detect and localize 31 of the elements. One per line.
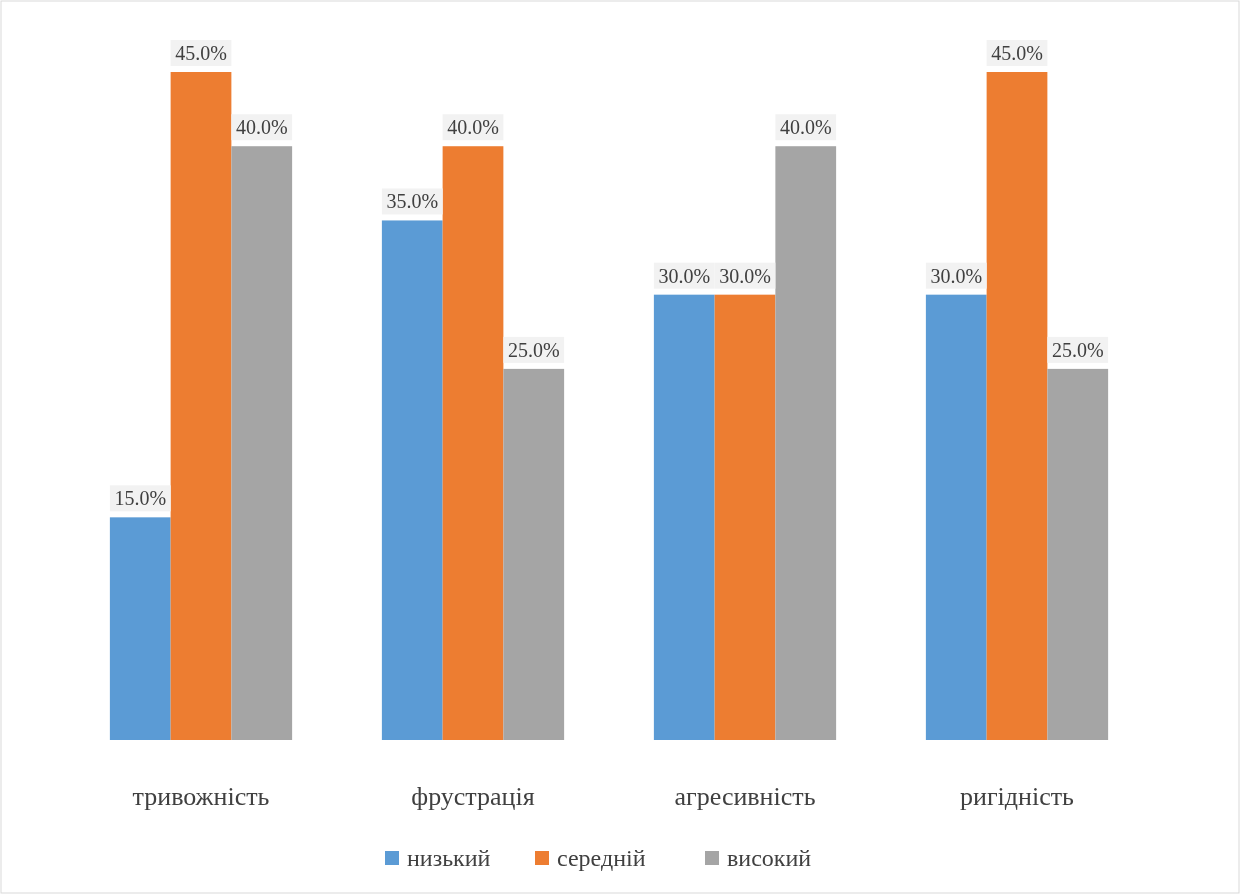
bar (1047, 368, 1109, 740)
data-label: 30.0% (658, 264, 711, 287)
data-label: 25.0% (1051, 338, 1104, 361)
bar (925, 294, 987, 740)
legend-label: середній (557, 845, 646, 871)
data-label: 30.0% (930, 264, 983, 287)
x-tick-label: тривожність (132, 782, 270, 811)
bar (653, 294, 715, 740)
x-tick-label: агресивність (674, 782, 816, 811)
x-tick-label: ригідність (960, 782, 1075, 811)
bar (170, 72, 232, 740)
bar (381, 220, 443, 740)
bar (442, 146, 504, 740)
data-label: 35.0% (386, 190, 439, 213)
legend-label: високий (727, 845, 812, 871)
bar (503, 368, 565, 740)
legend-label: низький (407, 845, 491, 871)
x-tick-label: фрустрація (411, 782, 535, 811)
bar (109, 517, 171, 740)
data-label: 30.0% (719, 264, 771, 287)
bar (986, 72, 1048, 740)
bar (775, 146, 837, 740)
data-label: 40.0% (779, 116, 832, 139)
data-label: 45.0% (175, 42, 227, 64)
data-label: 25.0% (507, 338, 560, 361)
data-label: 40.0% (235, 116, 288, 139)
data-label: 15.0% (114, 487, 167, 510)
bar (714, 294, 776, 740)
bar (231, 146, 293, 740)
data-label: 45.0% (991, 42, 1043, 64)
data-label: 40.0% (447, 116, 499, 139)
